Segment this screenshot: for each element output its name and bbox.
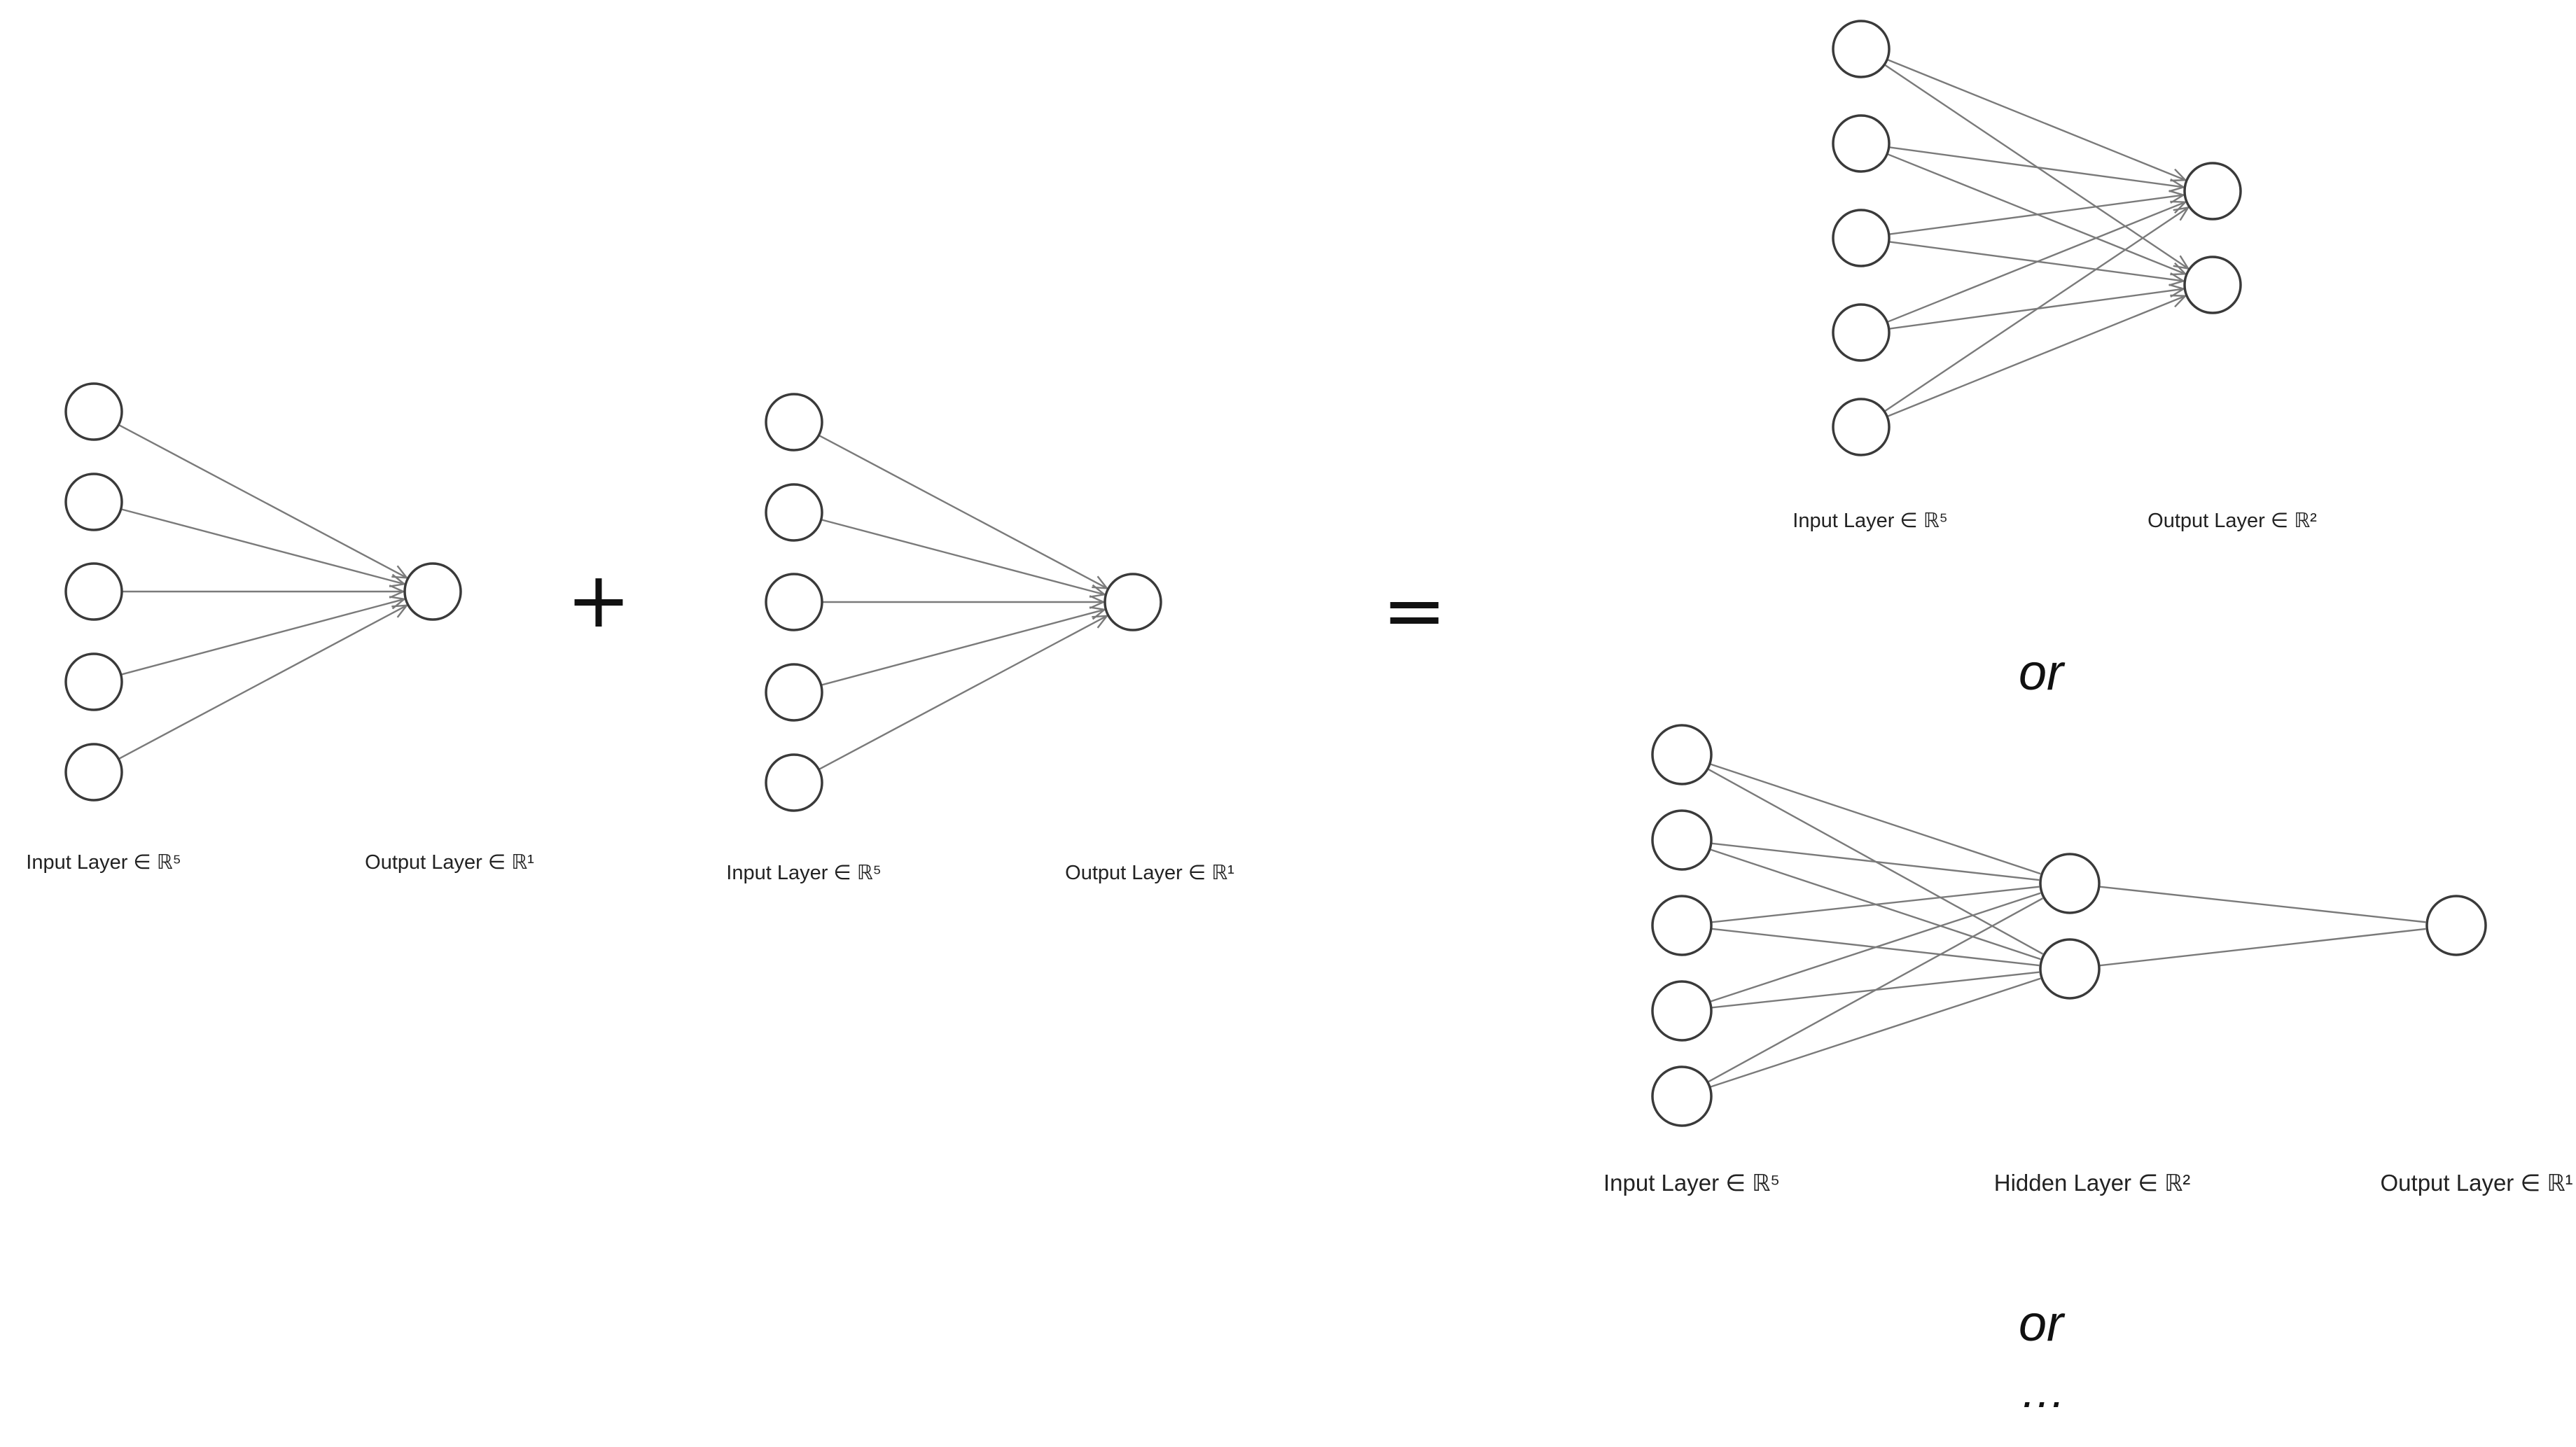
- middle-net-edge: [821, 519, 1105, 594]
- right-top-net-input-node: [1832, 209, 1891, 267]
- right-top-net-input-node: [1832, 114, 1891, 173]
- right-bottom-net-input-node: [1651, 895, 1713, 956]
- right-top-net-edge: [1886, 296, 2185, 418]
- middle-net-input-node: [765, 573, 823, 631]
- right-bottom-net-hidden-node: [2039, 938, 2101, 1000]
- left-net-input-node: [64, 562, 123, 621]
- right-bottom-net-edge: [2098, 886, 2426, 923]
- left-net-input-node: [64, 473, 123, 531]
- right-top-net-output-label: Output Layer ∈ ℝ²: [2147, 510, 2317, 532]
- middle-net-output-node: [1103, 573, 1162, 631]
- middle-net-input-label: Input Layer ∈ ℝ⁵: [726, 862, 881, 884]
- ellipsis: …: [2020, 1365, 2066, 1417]
- left-net-edge: [118, 424, 407, 578]
- equals-sign: =: [1382, 566, 1447, 655]
- right-top-net-input-node: [1832, 303, 1891, 362]
- middle-net-output-label: Output Layer ∈ ℝ¹: [1065, 862, 1234, 884]
- middle-net-input-node: [765, 393, 823, 452]
- middle-net-edge: [818, 434, 1107, 589]
- right-bottom-net-edge: [1709, 892, 2041, 1003]
- right-top-net-edge: [1888, 146, 2184, 187]
- left-net-input-node: [64, 652, 123, 711]
- nodes: [64, 20, 2487, 1127]
- right-top-net-input-node: [1832, 398, 1891, 456]
- left-net-output-node: [403, 562, 462, 621]
- left-net-edge: [120, 508, 405, 584]
- or-separator-2: or: [2019, 1296, 2066, 1352]
- right-bottom-net-input-node: [1651, 980, 1713, 1042]
- right-bottom-net-edge: [1709, 977, 2041, 1089]
- right-top-net-input-label: Input Layer ∈ ℝ⁵: [1792, 510, 1947, 532]
- middle-net-edge: [818, 616, 1107, 771]
- right-bottom-net-input-label: Input Layer ∈ ℝ⁵: [1603, 1170, 1780, 1196]
- right-bottom-net-hidden-node: [2039, 853, 2101, 914]
- left-net-edge: [120, 599, 405, 676]
- right-top-net-output-node: [2183, 256, 2242, 314]
- left-net-input-node: [64, 743, 123, 802]
- right-bottom-net-hidden-label: Hidden Layer ∈ ℝ²: [1994, 1170, 2191, 1196]
- right-bottom-net-output-node: [2425, 895, 2487, 956]
- middle-net-input-node: [765, 663, 823, 722]
- left-net-output-label: Output Layer ∈ ℝ¹: [365, 851, 534, 874]
- left-net-input-label: Input Layer ∈ ℝ⁵: [26, 851, 181, 874]
- middle-net-input-node: [765, 753, 823, 812]
- right-top-net-output-node: [2183, 162, 2242, 221]
- right-top-net-edge: [1888, 195, 2184, 235]
- edges: [118, 58, 2426, 1089]
- right-bottom-net-edge: [1707, 897, 2044, 1083]
- right-bottom-net-edge: [1711, 886, 2040, 923]
- right-bottom-net-input-node: [1651, 1065, 1713, 1127]
- right-bottom-net-edge: [1711, 842, 2040, 881]
- right-bottom-net-input-node: [1651, 724, 1713, 785]
- right-top-net-input-node: [1832, 20, 1891, 78]
- left-net-edge: [118, 606, 407, 760]
- right-top-net-edge: [1886, 202, 2185, 323]
- right-bottom-net-output-label: Output Layer ∈ ℝ¹: [2381, 1170, 2573, 1196]
- right-bottom-net-input-node: [1651, 809, 1713, 871]
- middle-net-input-node: [765, 483, 823, 542]
- plus-sign: +: [566, 555, 631, 645]
- left-net-input-node: [64, 382, 123, 441]
- right-top-net-edge: [1886, 58, 2185, 180]
- right-top-net-edge: [1884, 207, 2188, 412]
- right-bottom-net-edge: [2098, 928, 2426, 967]
- middle-net-edge: [821, 610, 1105, 686]
- right-bottom-net-edge: [1709, 763, 2041, 875]
- or-separator-1: or: [2019, 645, 2066, 701]
